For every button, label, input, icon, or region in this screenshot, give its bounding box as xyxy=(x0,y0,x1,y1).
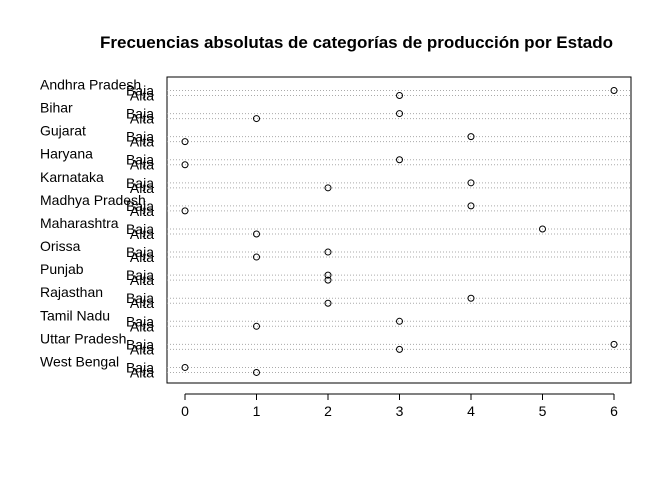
x-tick-label: 2 xyxy=(324,403,332,419)
level-labels: BajaAltaBajaAltaBajaAltaBajaAltaBajaAlta… xyxy=(126,83,154,381)
state-labels: Andhra Pradesh Bihar Gujarat Haryana Karnata… xyxy=(40,77,146,370)
level-label-alta: Alta xyxy=(130,157,154,173)
x-tick-label: 1 xyxy=(253,403,261,419)
level-label-alta: Alta xyxy=(130,88,154,104)
data-point xyxy=(253,253,260,261)
data-point xyxy=(467,133,475,141)
data-point xyxy=(181,161,189,169)
data-points xyxy=(181,87,618,376)
x-tick-label: 0 xyxy=(181,403,189,419)
level-label-baja: Baja xyxy=(126,336,154,352)
data-point xyxy=(324,299,332,307)
data-point xyxy=(324,184,332,192)
state-label: Maharashtra xyxy=(40,215,119,231)
data-point xyxy=(396,92,403,99)
state-label: Karnataka xyxy=(40,169,104,185)
level-label-baja: Baja xyxy=(126,106,154,122)
level-label-baja: Baja xyxy=(126,83,154,99)
x-tick-label: 6 xyxy=(610,403,618,419)
data-point xyxy=(181,207,189,215)
data-point xyxy=(396,345,403,353)
data-point xyxy=(396,156,403,164)
level-label-alta: Alta xyxy=(130,318,154,334)
level-label-alta: Alta xyxy=(130,249,154,265)
level-label-baja: Baja xyxy=(126,313,154,329)
data-point xyxy=(324,271,332,279)
data-point xyxy=(610,87,618,94)
state-label: Orissa xyxy=(40,238,81,254)
x-tick-label: 3 xyxy=(396,403,404,419)
level-label-baja: Baja xyxy=(126,244,154,260)
x-tick-label: 4 xyxy=(467,403,475,419)
chart-title: Frecuencias absolutas de categorías de p… xyxy=(100,33,613,52)
level-label-alta: Alta xyxy=(130,341,154,357)
data-point xyxy=(467,179,475,187)
level-label-alta: Alta xyxy=(130,272,154,288)
state-label: West Bengal xyxy=(40,353,119,369)
level-label-alta: Alta xyxy=(130,180,154,196)
level-label-baja: Baja xyxy=(126,359,154,375)
state-label: Madhya Pradesh xyxy=(40,192,146,208)
data-point xyxy=(467,294,475,302)
level-label-alta: Alta xyxy=(130,364,154,380)
data-point xyxy=(396,317,403,325)
state-label: Andhra Pradesh xyxy=(40,77,141,93)
state-label: Rajasthan xyxy=(40,284,103,300)
data-point xyxy=(467,202,475,210)
level-label-baja: Baja xyxy=(126,198,154,214)
state-label: Gujarat xyxy=(40,123,86,139)
state-label: Tamil Nadu xyxy=(40,307,110,323)
data-point xyxy=(253,368,260,376)
state-label: Haryana xyxy=(40,146,93,162)
level-label-alta: Alta xyxy=(130,295,154,311)
level-label-baja: Baja xyxy=(126,267,154,283)
data-point xyxy=(396,110,403,118)
data-point xyxy=(324,276,332,284)
x-tick-label: 5 xyxy=(539,403,547,419)
level-label-baja: Baja xyxy=(126,152,154,168)
data-point xyxy=(324,248,332,256)
state-label: Bihar xyxy=(40,100,73,116)
level-label-baja: Baja xyxy=(126,175,154,191)
plot-frame xyxy=(166,76,632,384)
data-point xyxy=(253,322,260,330)
x-axis: 0 1 2 3 4 5 6 xyxy=(181,393,618,419)
data-point xyxy=(539,225,546,233)
data-point xyxy=(253,230,260,238)
data-point xyxy=(610,340,618,348)
state-label: Punjab xyxy=(40,261,84,277)
data-point xyxy=(181,138,189,146)
level-label-alta: Alta xyxy=(130,111,154,127)
grid-lines xyxy=(167,90,631,373)
level-label-alta: Alta xyxy=(130,134,154,150)
data-point xyxy=(181,363,189,371)
level-label-alta: Alta xyxy=(130,203,154,219)
level-label-baja: Baja xyxy=(126,221,154,237)
level-label-baja: Baja xyxy=(126,129,154,145)
data-point xyxy=(253,115,260,123)
level-label-alta: Alta xyxy=(130,226,154,242)
level-label-baja: Baja xyxy=(126,290,154,306)
state-label: Uttar Pradesh xyxy=(40,330,126,346)
